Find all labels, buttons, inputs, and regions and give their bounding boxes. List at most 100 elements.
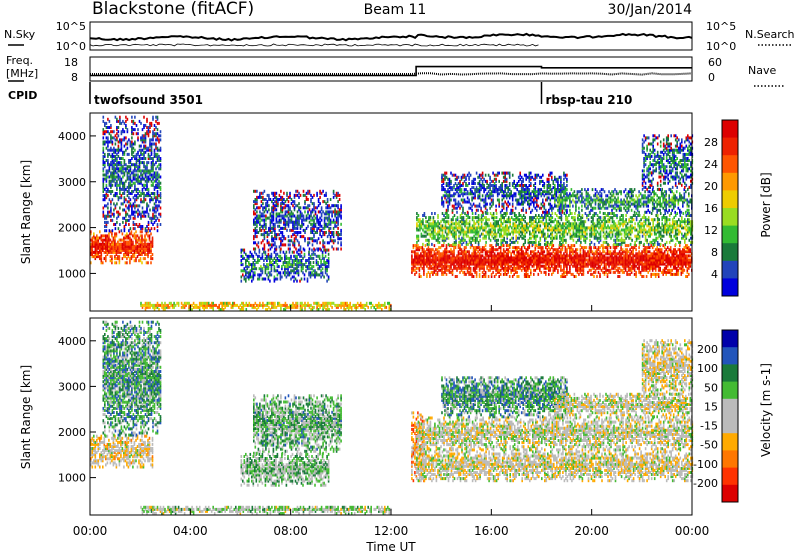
power-cell [136,246,139,250]
power-cell [334,303,336,307]
power-cell [327,277,330,281]
power-cell [287,200,290,204]
power-cell [120,244,122,248]
power-cell [563,260,565,264]
power-cell [132,196,135,200]
power-cell [594,262,597,266]
power-cell [146,305,148,309]
power-cell [274,247,276,251]
power-cell [264,269,267,273]
power-cell [611,252,613,256]
power-cell [430,250,433,254]
power-cell [218,305,220,309]
power-cell [487,264,490,268]
power-cell [312,273,315,277]
power-cell [481,262,484,266]
power-cell [582,246,585,250]
power-cell [257,305,260,309]
power-cell [164,301,166,305]
power-cell [462,256,464,260]
power-cell [298,216,300,220]
power-cell [198,301,201,305]
power-cell [115,250,118,254]
power-cell [551,264,553,268]
power-cell [423,226,426,230]
power-cell [287,210,290,214]
power-cell [427,250,430,254]
power-cell [261,277,264,281]
power-cell [126,171,129,175]
power-cell [270,267,273,271]
power-cell [114,234,116,238]
power-cell [123,216,126,220]
power-cell [320,208,323,212]
power-cell [325,231,327,234]
power-cell [129,232,131,236]
power-cell [311,252,313,256]
power-cell [453,256,455,260]
power-cell [447,256,449,260]
power-cell [459,270,461,274]
power-cell [546,248,549,252]
power-cell [311,222,314,226]
power-cell [682,268,684,272]
power-cell [155,196,157,200]
power-cell [320,269,322,273]
power-cell [257,259,259,262]
power-cell [679,260,681,264]
power-cell [107,136,109,140]
power-cell [132,163,135,167]
power-cell [302,271,304,275]
power-cell [478,275,481,278]
power-cell [140,171,142,175]
power-cell [582,272,585,276]
power-cell [603,258,606,262]
power-cell [337,216,339,220]
power-cell [460,248,463,252]
power-cell [432,262,434,266]
power-cell [677,272,680,276]
power-cell [465,272,467,276]
power-cell [109,238,112,242]
power-cell [150,124,153,127]
power-cell [617,252,619,256]
power-cell [328,204,330,208]
power-cell [475,264,478,268]
power-cell [137,132,139,136]
power-cell [134,142,136,146]
power-cell [103,250,106,254]
power-cell [264,256,267,260]
power-cell [265,206,267,210]
power-cell [686,250,689,254]
power-cell [412,268,415,272]
power-cell [260,228,263,232]
power-cell [287,204,290,208]
power-cell [329,301,332,305]
power-cell [138,148,141,152]
power-cell [340,231,342,234]
power-cell [155,210,157,214]
power-cell [417,266,419,270]
power-cell [651,246,654,250]
power-cell [511,275,514,278]
power-cell [579,264,582,268]
power-cell [575,248,577,252]
power-cell [129,246,131,250]
power-cell [493,266,496,270]
power-cell [442,266,445,270]
power-cell [427,258,430,262]
power-cell [657,256,660,260]
power-cell [441,258,443,262]
power-cell [146,165,148,169]
power-cell [665,256,667,260]
power-cell [115,234,118,238]
power-cell [513,272,515,276]
power-cell [630,258,633,262]
power-cell [337,222,339,226]
power-cell [106,248,109,252]
power-cell [624,244,627,248]
power-cell [158,200,160,204]
power-cell [150,161,153,165]
power-cell [578,272,580,276]
power-cell [296,271,298,275]
